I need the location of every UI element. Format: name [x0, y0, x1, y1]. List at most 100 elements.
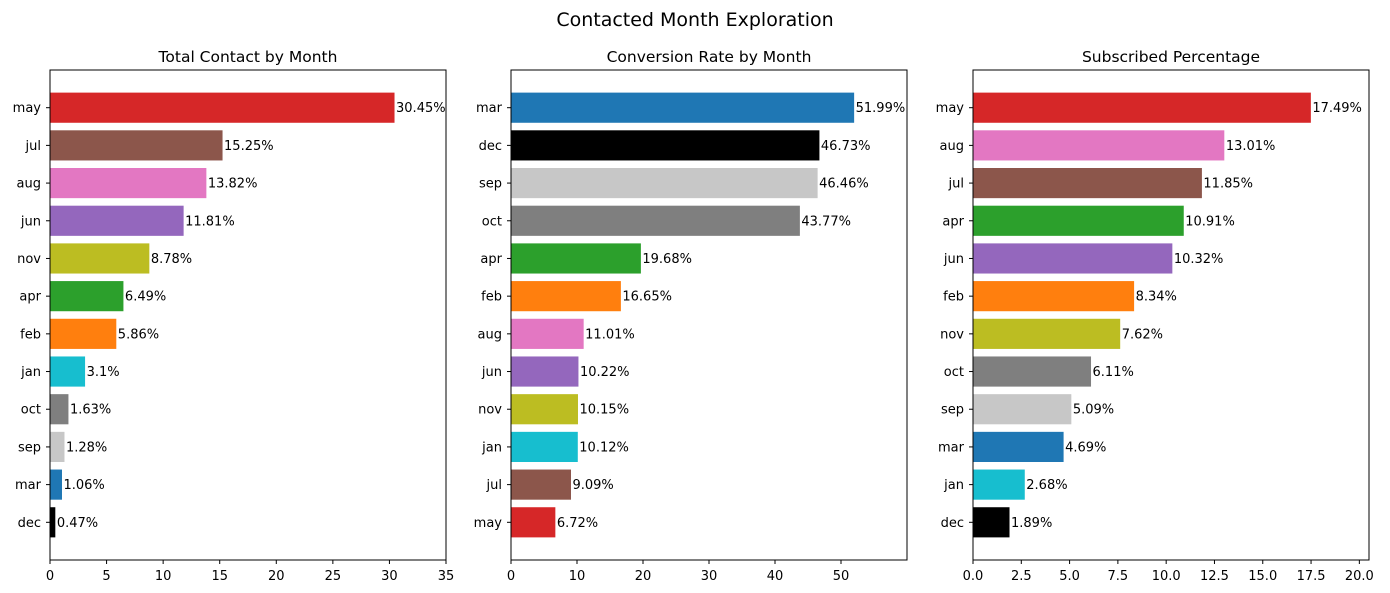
- y-tick-label-oct: oct: [944, 365, 964, 380]
- y-tick-label-sep: sep: [941, 403, 964, 418]
- y-tick-label-jul: jul: [948, 177, 964, 192]
- data-label-aug: 11.01%: [585, 327, 635, 342]
- data-label-feb: 8.34%: [1136, 290, 1177, 305]
- y-tick-label-jan: jan: [481, 440, 502, 455]
- bar-dec: [973, 507, 1010, 538]
- data-label-jun: 11.81%: [185, 214, 235, 229]
- bar-oct: [50, 394, 69, 425]
- y-tick-label-feb: feb: [20, 327, 41, 342]
- bar-apr: [50, 281, 124, 312]
- data-label-jan: 2.68%: [1026, 478, 1067, 493]
- bar-apr: [973, 205, 1184, 236]
- data-label-nov: 7.62%: [1122, 327, 1163, 342]
- x-tick-label: 15: [211, 569, 228, 584]
- data-label-feb: 5.86%: [118, 327, 159, 342]
- x-tick-label: 30: [701, 569, 718, 584]
- data-label-jul: 15.25%: [224, 139, 274, 154]
- data-label-oct: 6.11%: [1093, 365, 1134, 380]
- y-tick-label-dec: dec: [941, 516, 964, 531]
- data-label-jul: 11.85%: [1203, 177, 1253, 192]
- bar-feb: [50, 318, 117, 349]
- bar-jul: [511, 469, 571, 500]
- x-tick-label: 7.5: [1108, 569, 1129, 584]
- data-label-dec: 1.89%: [1011, 516, 1052, 531]
- x-tick-label: 15.0: [1248, 569, 1277, 584]
- bar-dec: [50, 507, 56, 538]
- x-tick-label: 40: [767, 569, 784, 584]
- chart-panel-2: Conversion Rate by Month 51.99% mar 46.73% d…: [474, 48, 908, 584]
- chart-title: Conversion Rate by Month: [607, 48, 812, 66]
- axes-frame: [49, 69, 447, 561]
- bar-jun: [50, 205, 184, 236]
- bar-jul: [973, 168, 1202, 199]
- x-tick-label: 0: [507, 569, 515, 584]
- data-label-aug: 13.01%: [1226, 139, 1276, 154]
- y-tick-label-mar: mar: [938, 440, 965, 455]
- chart-title: Subscribed Percentage: [1082, 48, 1260, 66]
- data-label-jun: 10.32%: [1174, 252, 1224, 267]
- x-tick-label: 5.0: [1059, 569, 1080, 584]
- y-tick-label-may: may: [936, 101, 965, 116]
- y-tick-label-nov: nov: [17, 252, 41, 267]
- x-tick-label: 25: [325, 569, 342, 584]
- y-tick-label-jun: jun: [481, 365, 502, 380]
- data-label-mar: 1.06%: [63, 478, 104, 493]
- axes-frame: [972, 69, 1370, 561]
- data-label-jan: 3.1%: [87, 365, 120, 380]
- bar-may: [511, 507, 556, 538]
- y-tick-label-may: may: [474, 516, 503, 531]
- data-label-sep: 5.09%: [1073, 403, 1114, 418]
- data-label-jul: 9.09%: [572, 478, 613, 493]
- bar-jun: [511, 356, 579, 387]
- bar-aug: [973, 130, 1225, 161]
- y-tick-label-jul: jul: [486, 478, 502, 493]
- y-tick-label-nov: nov: [940, 327, 964, 342]
- bar-feb: [973, 281, 1135, 312]
- y-tick-label-dec: dec: [18, 516, 41, 531]
- bar-oct: [973, 356, 1092, 387]
- y-tick-label-nov: nov: [478, 403, 502, 418]
- y-tick-label-mar: mar: [15, 478, 42, 493]
- y-tick-label-feb: feb: [943, 290, 964, 305]
- data-label-nov: 10.15%: [579, 403, 629, 418]
- chart-title: Total Contact by Month: [158, 48, 338, 66]
- chart-panel-1: Total Contact by Month 30.45% may 15.25% jul…: [13, 48, 455, 584]
- x-tick-label: 0: [46, 569, 54, 584]
- bar-may: [50, 92, 395, 123]
- bar-nov: [973, 318, 1121, 349]
- bar-may: [973, 92, 1311, 123]
- x-tick-label: 35: [438, 569, 455, 584]
- y-tick-label-oct: oct: [482, 214, 502, 229]
- data-label-oct: 43.77%: [801, 214, 851, 229]
- data-label-jun: 10.22%: [580, 365, 630, 380]
- data-label-aug: 13.82%: [208, 177, 258, 192]
- bar-sep: [973, 394, 1072, 425]
- data-label-may: 17.49%: [1312, 101, 1362, 116]
- x-tick-label: 12.5: [1200, 569, 1229, 584]
- bar-mar: [973, 431, 1064, 462]
- y-tick-label-aug: aug: [17, 177, 41, 192]
- x-tick-label: 10.0: [1152, 569, 1181, 584]
- y-tick-label-jun: jun: [943, 252, 964, 267]
- bar-mar: [50, 469, 62, 500]
- bar-aug: [50, 168, 207, 199]
- bar-mar: [511, 92, 855, 123]
- x-tick-label: 30: [381, 569, 398, 584]
- data-label-dec: 0.47%: [57, 516, 98, 531]
- data-label-jan: 10.12%: [579, 440, 629, 455]
- y-tick-label-apr: apr: [480, 252, 502, 267]
- y-tick-label-mar: mar: [476, 101, 503, 116]
- x-tick-label: 20: [268, 569, 285, 584]
- x-tick-label: 10: [155, 569, 172, 584]
- bar-dec: [511, 130, 820, 161]
- y-tick-label-sep: sep: [479, 177, 502, 192]
- bar-feb: [511, 281, 621, 312]
- chart-panel-3: Subscribed Percentage 17.49% may 13.01% aug 1…: [936, 48, 1374, 584]
- y-tick-label-apr: apr: [19, 290, 41, 305]
- y-tick-label-aug: aug: [940, 139, 964, 154]
- bar-aug: [511, 318, 584, 349]
- data-label-mar: 51.99%: [856, 101, 906, 116]
- x-tick-label: 5: [102, 569, 110, 584]
- x-tick-label: 20.0: [1345, 569, 1374, 584]
- data-label-may: 6.72%: [557, 516, 598, 531]
